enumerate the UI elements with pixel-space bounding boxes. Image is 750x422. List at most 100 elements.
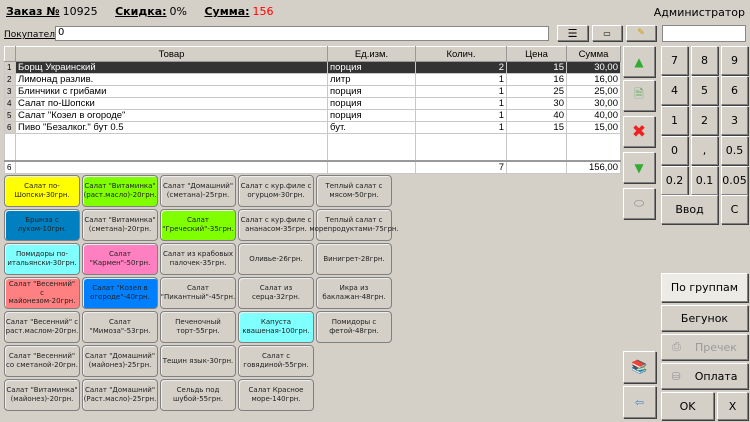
- runner-button[interactable]: Бегунок: [661, 305, 748, 331]
- customer-label[interactable]: Покупатель: [4, 30, 61, 40]
- move-down-button[interactable]: ▼: [623, 152, 655, 183]
- eye-icon: ⬭: [633, 196, 645, 210]
- table-row[interactable]: 4 Салат по-Шопски порция 1 30 30,00: [4, 97, 621, 110]
- product-tile[interactable]: Теплый салат с мясом-50грн.: [316, 175, 392, 207]
- product-tile[interactable]: Салат "Домашний" (Раст.масло)-25грн.: [82, 379, 158, 411]
- product-tile[interactable]: Салат "Мимоза"-53грн.: [82, 311, 158, 343]
- numpad-key[interactable]: 0.5: [721, 136, 748, 165]
- product-tile[interactable]: Салат "Весенний" с майонезом-20грн.: [4, 277, 80, 309]
- col-unit[interactable]: Ед.изм.: [327, 46, 416, 62]
- numpad-clear[interactable]: C: [721, 195, 748, 224]
- product-tile[interactable]: Винигрет-28грн.: [316, 243, 392, 275]
- product-tile[interactable]: Теплый салат с морепродуктами-75грн.: [309, 209, 399, 241]
- product-tile[interactable]: Салат "Домашний" (сметана)-25грн.: [160, 175, 236, 207]
- product-tile[interactable]: Салат "Козел в огороде"-40грн.: [82, 277, 158, 309]
- books-icon: 📚: [631, 359, 648, 375]
- precheck-button[interactable]: ⎙ Пречек: [661, 334, 748, 360]
- product-tile[interactable]: Помидоры по-итальянски-30грн.: [4, 243, 80, 275]
- table-row[interactable]: 1 Борщ Украинский порция 2 15 30,00: [4, 61, 621, 74]
- numpad-key[interactable]: 1: [661, 106, 688, 135]
- cell-price: 16: [506, 73, 567, 86]
- back-button[interactable]: ⇦: [623, 386, 656, 418]
- customer-input[interactable]: 0: [55, 26, 549, 41]
- product-tile[interactable]: Салат "Весенний" со сметаной-20грн.: [4, 345, 80, 377]
- product-tile[interactable]: Тещин язык-30грн.: [160, 345, 236, 377]
- delete-button[interactable]: ✖: [623, 116, 655, 147]
- confirm-doc-button[interactable]: 🗎: [623, 80, 655, 111]
- product-tile[interactable]: Брынза с луком-10грн.: [4, 209, 80, 241]
- product-tile[interactable]: Салат "Греческий"-35грн.: [160, 209, 236, 241]
- view-button[interactable]: ⬭: [623, 188, 655, 219]
- product-tile[interactable]: Оливье-26грн.: [238, 243, 314, 275]
- books-button[interactable]: 📚: [623, 351, 656, 383]
- broom-icon: ✎: [637, 28, 645, 38]
- product-tile[interactable]: Салат из серца-32грн.: [238, 277, 314, 309]
- product-tile[interactable]: Салат с кур.филе с ананасом-35грн.: [238, 209, 314, 241]
- cell-item-name: Салат по-Шопски: [15, 97, 328, 110]
- numpad-key[interactable]: 3: [721, 106, 748, 135]
- table-row[interactable]: 5 Салат "Козел в огороде" порция 1 40 40,00: [4, 109, 621, 122]
- product-tile[interactable]: Капуста квашеная-100грн.: [238, 311, 314, 343]
- product-tile[interactable]: Салат "Витаминка" (раст.масло)-20грн.: [82, 175, 158, 207]
- product-tile[interactable]: Помидоры с фетой-48грн.: [316, 311, 392, 343]
- numpad-key[interactable]: 0: [661, 136, 688, 165]
- cell-quantity: 1: [415, 121, 507, 134]
- product-tile[interactable]: Салат "Домашний" (майонез)-25грн.: [82, 345, 158, 377]
- numpad-key[interactable]: 0.1: [691, 166, 718, 195]
- numpad-display[interactable]: [662, 25, 746, 42]
- table-row[interactable]: 6 Пиво "Безалког." бут 0.5 бут. 1 15 15,00: [4, 121, 621, 134]
- numpad-key[interactable]: 0.05: [721, 166, 748, 195]
- cell-sum: 15,00: [566, 121, 621, 134]
- list-button[interactable]: ☰: [557, 25, 588, 41]
- product-tile[interactable]: Салат с кур.филе с огурцом-30грн.: [238, 175, 314, 207]
- move-up-button[interactable]: ▲: [623, 46, 655, 77]
- clear-customer-button[interactable]: ✎: [626, 25, 656, 41]
- col-qty[interactable]: Колич.: [415, 46, 507, 62]
- col-price[interactable]: Цена: [506, 46, 567, 62]
- cell-price: 25: [506, 85, 567, 98]
- numpad-key[interactable]: 8: [691, 46, 718, 75]
- table-row[interactable]: 3 Блинчики с грибами порция 1 25 25,00: [4, 85, 621, 98]
- order-label: Заказ №: [6, 5, 60, 18]
- table-row[interactable]: 2 Лимонад разлив. литр 1 16 16,00: [4, 73, 621, 86]
- user-name: Администратор: [653, 6, 745, 19]
- product-tile[interactable]: Салат с говядиной-55грн.: [238, 345, 314, 377]
- arrow-down-icon: ▼: [634, 160, 644, 175]
- cell-item-name: Салат "Козел в огороде": [15, 109, 328, 122]
- product-tile[interactable]: Салат "Весенний" с раст.маслом-20грн.: [4, 311, 80, 343]
- numpad-key[interactable]: ,: [691, 136, 718, 165]
- cell-quantity: 1: [415, 85, 507, 98]
- cancel-button[interactable]: X: [717, 392, 748, 420]
- card-button[interactable]: ▭: [592, 25, 622, 41]
- col-item[interactable]: Товар: [15, 46, 328, 62]
- cell-row-number: 5: [4, 109, 16, 122]
- delete-x-icon: ✖: [631, 121, 647, 142]
- numpad-key[interactable]: 2: [691, 106, 718, 135]
- product-tile[interactable]: Печеночный торт-55грн.: [160, 311, 236, 343]
- numpad-key[interactable]: 5: [691, 76, 718, 105]
- numpad-key[interactable]: 9: [721, 46, 748, 75]
- numpad-enter[interactable]: Ввод: [661, 195, 718, 224]
- product-tile[interactable]: Салат "Витаминка" (майонез)-20грн.: [4, 379, 80, 411]
- product-tile[interactable]: Салат по-Шопски-30грн.: [4, 175, 80, 207]
- cell-price: 15: [506, 121, 567, 134]
- payment-label: Оплата: [694, 369, 738, 383]
- ok-button[interactable]: OK: [661, 392, 714, 420]
- by-groups-button[interactable]: По группам: [661, 273, 748, 302]
- order-number: 10925: [62, 5, 98, 18]
- product-tile[interactable]: Салат "Кармен"-50грн.: [82, 243, 158, 275]
- numpad-key[interactable]: 4: [661, 76, 688, 105]
- product-tile[interactable]: Салат из крабовых палочек-35грн.: [160, 243, 236, 275]
- discount-label: Скидка:: [115, 5, 167, 18]
- product-tile[interactable]: Икра из баклажан-48грн.: [316, 277, 392, 309]
- numpad-key[interactable]: 6: [721, 76, 748, 105]
- product-tile[interactable]: Салат Красное море-140грн.: [238, 379, 314, 411]
- product-tile[interactable]: Салат "Витаминка" (сметана)-20грн.: [82, 209, 158, 241]
- col-sum[interactable]: Сумма: [566, 46, 621, 62]
- numpad-key[interactable]: 7: [661, 46, 688, 75]
- numpad-key[interactable]: 0.2: [661, 166, 688, 195]
- payment-button[interactable]: ⛁ Оплата: [661, 363, 748, 389]
- product-tile[interactable]: Салат "Пикантный"-45грн.: [160, 277, 236, 309]
- cell-unit: порция: [327, 85, 416, 98]
- product-tile[interactable]: Сельдь под шубой-55грн.: [160, 379, 236, 411]
